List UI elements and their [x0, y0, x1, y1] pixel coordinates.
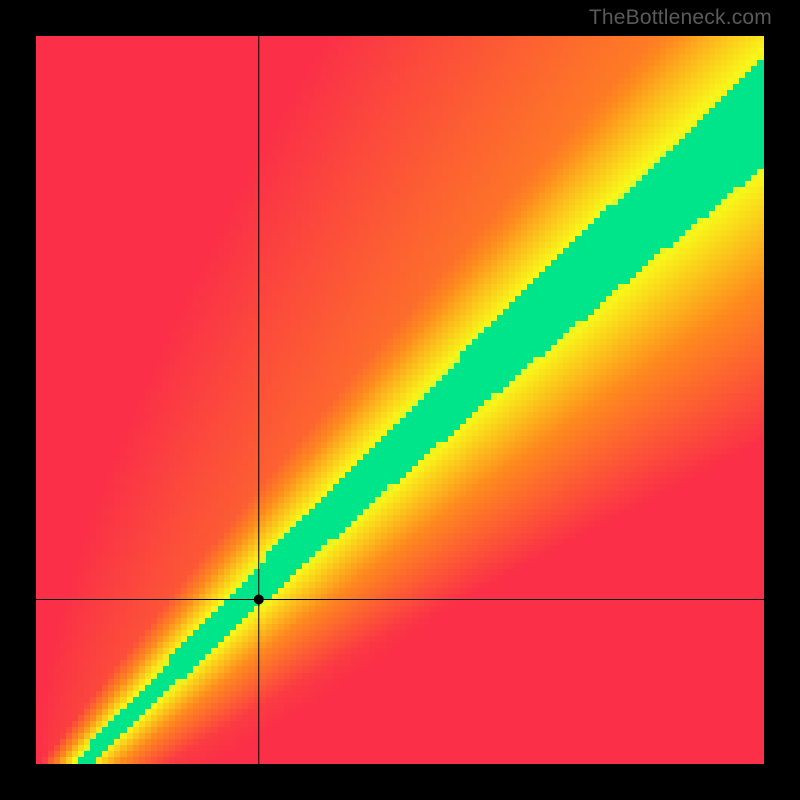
plot-area: [36, 36, 764, 764]
heatmap-canvas: [36, 36, 764, 764]
chart-container: TheBottleneck.com: [0, 0, 800, 800]
watermark-text: TheBottleneck.com: [589, 6, 772, 30]
